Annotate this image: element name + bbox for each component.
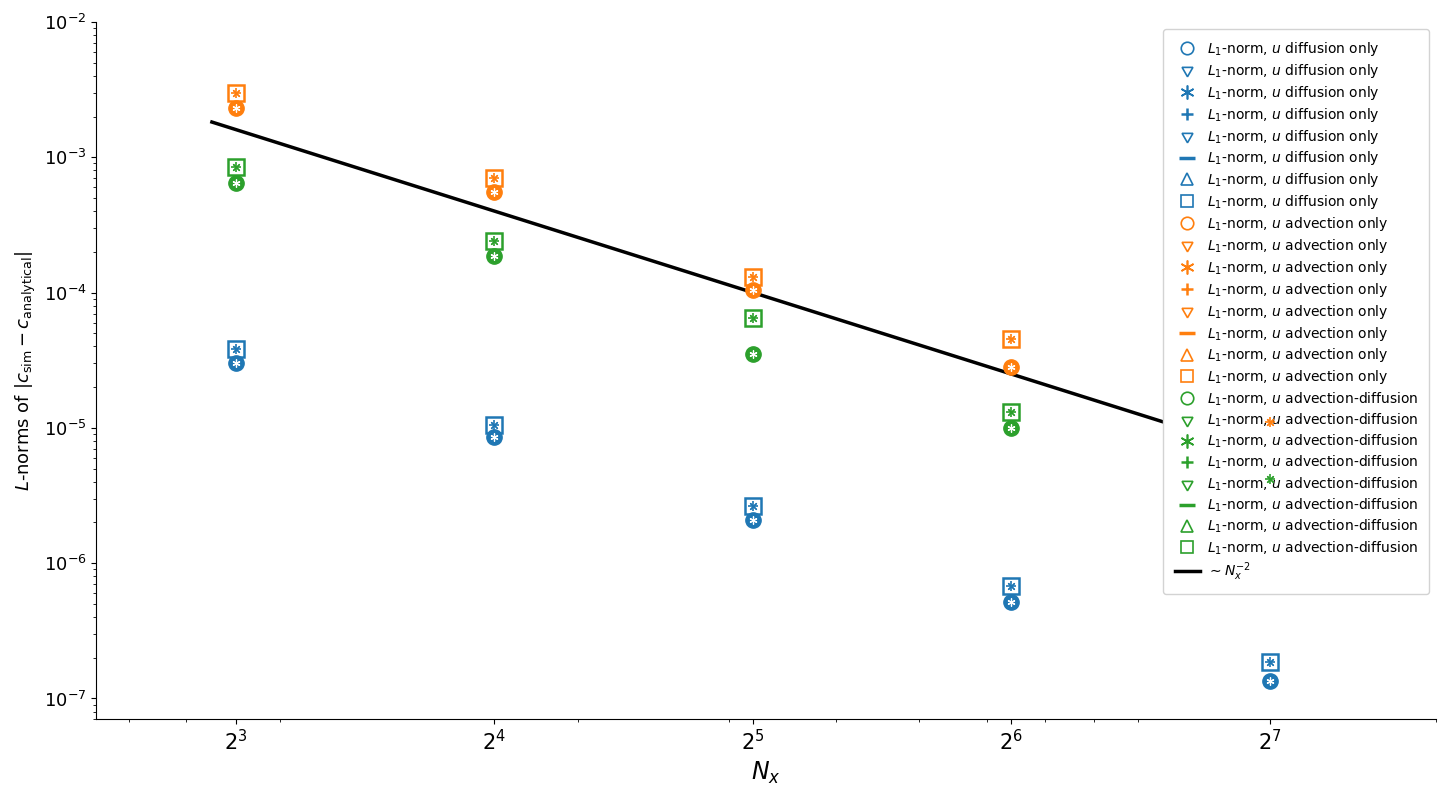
X-axis label: $N_x$: $N_x$	[751, 760, 782, 786]
Y-axis label: $L$-norms of $|c_\mathrm{sim} - c_\mathrm{analytical}|$: $L$-norms of $|c_\mathrm{sim} - c_\mathr…	[14, 250, 38, 490]
Legend: $L_1$-norm, $u$ diffusion only, $L_1$-norm, $u$ diffusion only, $L_1$-norm, $u$ : $L_1$-norm, $u$ diffusion only, $L_1$-no…	[1163, 29, 1430, 594]
